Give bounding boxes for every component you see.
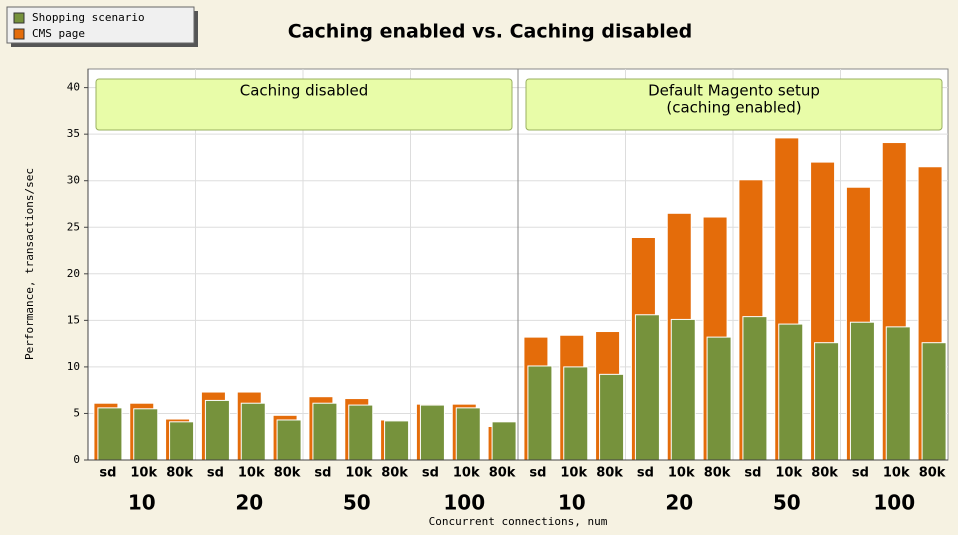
x-tick-label: sd <box>744 466 761 481</box>
x-tick-label: 10k <box>668 466 695 481</box>
annotation-text: (caching enabled) <box>666 99 801 117</box>
group-label: 50 <box>773 491 801 515</box>
x-tick-label: 80k <box>919 466 946 481</box>
bar <box>97 407 123 461</box>
bar <box>778 323 804 461</box>
bar <box>491 421 517 461</box>
x-tick-label: 10k <box>883 466 910 481</box>
x-tick-label: 80k <box>704 466 731 481</box>
x-tick-label: sd <box>99 466 116 481</box>
bar <box>527 365 553 461</box>
legend-swatch <box>13 12 25 24</box>
x-tick-label: sd <box>852 466 869 481</box>
x-tick-label: 80k <box>596 466 623 481</box>
bar <box>742 316 768 461</box>
y-axis-label: Performance, transactions/sec <box>23 168 36 360</box>
annotation-box <box>525 78 943 131</box>
x-tick-label: 10k <box>345 466 372 481</box>
x-tick-label: 80k <box>811 466 838 481</box>
y-tick-label: 35 <box>67 127 80 140</box>
x-tick-label: 10k <box>560 466 587 481</box>
bar <box>133 408 159 461</box>
bar <box>670 318 696 461</box>
bar <box>563 366 589 461</box>
y-tick-label: 40 <box>67 81 80 94</box>
legend-swatch <box>13 28 25 40</box>
bar <box>455 407 481 461</box>
x-tick-label: 10k <box>238 466 265 481</box>
bar <box>240 402 266 461</box>
group-label: 20 <box>235 491 263 515</box>
x-tick-label: sd <box>422 466 439 481</box>
bar <box>885 326 911 461</box>
x-tick-label: 10k <box>775 466 802 481</box>
bar <box>599 373 625 461</box>
chart-title: Caching enabled vs. Caching disabled <box>288 21 692 43</box>
legend-label: Shopping scenario <box>32 11 145 24</box>
bar <box>169 421 195 461</box>
bar <box>419 404 445 461</box>
y-tick-label: 5 <box>73 406 80 419</box>
x-tick-label: sd <box>637 466 654 481</box>
bar <box>634 314 660 461</box>
x-tick-label: sd <box>207 466 224 481</box>
y-tick-label: 25 <box>67 220 80 233</box>
group-label: 100 <box>873 491 915 515</box>
y-tick-label: 30 <box>67 174 80 187</box>
bar <box>921 342 947 461</box>
annotation-text: Caching disabled <box>240 82 369 100</box>
x-tick-label: 10k <box>453 466 480 481</box>
x-tick-label: sd <box>529 466 546 481</box>
bar <box>312 402 338 461</box>
group-label: 20 <box>665 491 693 515</box>
group-label: 10 <box>128 491 156 515</box>
x-tick-label: 80k <box>381 466 408 481</box>
annotation-text: Default Magento setup <box>648 82 820 100</box>
y-tick-label: 10 <box>67 360 80 373</box>
bar <box>384 420 410 461</box>
bar <box>706 336 732 461</box>
legend-label: CMS page <box>32 27 85 40</box>
x-tick-label: 80k <box>166 466 193 481</box>
bar <box>348 404 374 461</box>
x-tick-label: 10k <box>130 466 157 481</box>
x-tick-label: 80k <box>489 466 516 481</box>
y-tick-label: 15 <box>67 313 80 326</box>
bar <box>849 321 875 461</box>
y-tick-label: 0 <box>73 453 80 466</box>
y-tick-label: 20 <box>67 267 80 280</box>
x-axis-label: Concurrent connections, num <box>429 515 608 528</box>
bar <box>276 419 302 461</box>
group-label: 100 <box>443 491 485 515</box>
group-label: 10 <box>558 491 586 515</box>
x-tick-label: sd <box>314 466 331 481</box>
annotation-box <box>95 78 513 131</box>
group-label: 50 <box>343 491 371 515</box>
x-tick-label: 80k <box>274 466 301 481</box>
bar <box>204 399 230 461</box>
bar <box>814 342 840 461</box>
legend-box <box>6 6 195 44</box>
